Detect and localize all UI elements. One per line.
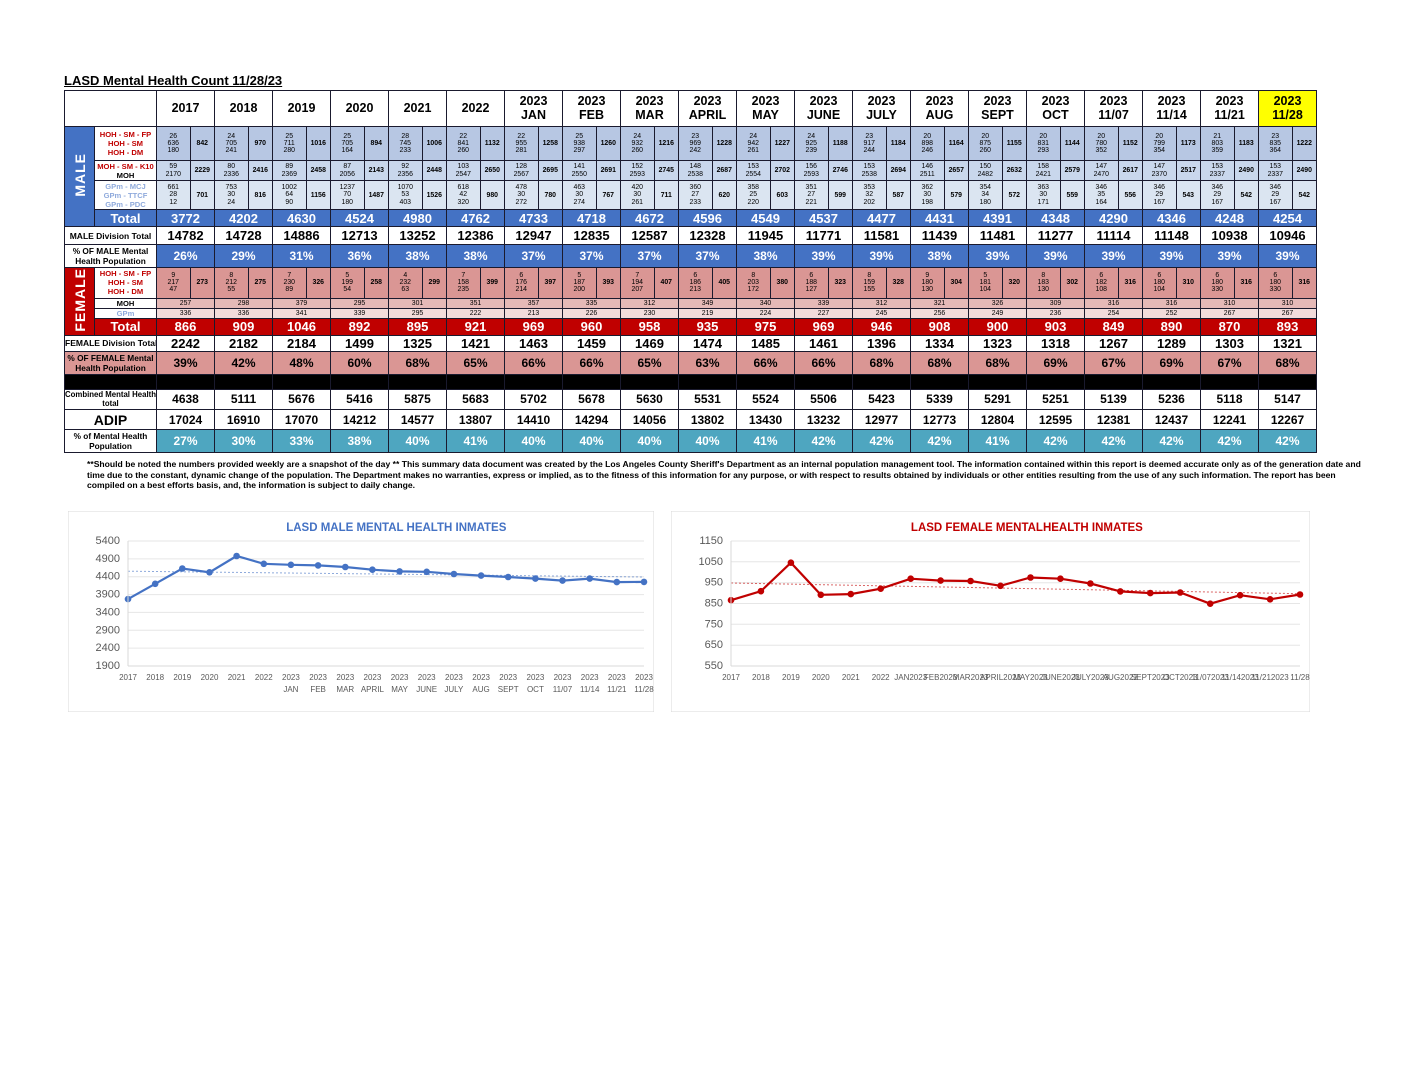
svg-text:2900: 2900: [96, 624, 120, 636]
svg-text:2021: 2021: [842, 673, 860, 682]
svg-text:11/21: 11/21: [607, 685, 627, 694]
svg-text:AUG: AUG: [472, 685, 489, 694]
svg-text:4400: 4400: [96, 571, 120, 583]
svg-text:11/28: 11/28: [1290, 673, 1310, 682]
svg-text:11/28: 11/28: [634, 685, 654, 694]
svg-text:2023: 2023: [635, 673, 653, 682]
svg-text:JAN: JAN: [283, 685, 298, 694]
svg-text:2023: 2023: [445, 673, 463, 682]
svg-text:4900: 4900: [96, 553, 120, 565]
svg-text:JULY: JULY: [444, 685, 464, 694]
svg-text:750: 750: [705, 618, 723, 630]
svg-text:850: 850: [705, 598, 723, 610]
svg-text:2023: 2023: [608, 673, 626, 682]
svg-text:2023: 2023: [418, 673, 436, 682]
svg-text:2023: 2023: [581, 673, 599, 682]
svg-text:11/07: 11/07: [553, 685, 573, 694]
svg-text:2022: 2022: [255, 673, 273, 682]
svg-text:2023: 2023: [472, 673, 490, 682]
svg-text:1900: 1900: [96, 660, 120, 672]
svg-text:3400: 3400: [96, 606, 120, 618]
svg-text:JAN2023: JAN2023: [894, 673, 927, 682]
svg-text:SEPT: SEPT: [498, 685, 519, 694]
svg-text:JUNE: JUNE: [416, 685, 437, 694]
svg-text:950: 950: [705, 577, 723, 589]
svg-text:2021: 2021: [228, 673, 246, 682]
svg-text:2023: 2023: [527, 673, 545, 682]
svg-text:2018: 2018: [752, 673, 770, 682]
svg-text:2023: 2023: [499, 673, 517, 682]
svg-text:2400: 2400: [96, 642, 120, 654]
svg-text:5400: 5400: [96, 535, 120, 547]
svg-text:MAY: MAY: [391, 685, 408, 694]
svg-text:2017: 2017: [119, 673, 137, 682]
svg-text:2020: 2020: [201, 673, 219, 682]
svg-text:LASD MALE MENTAL HEALTH INMATE: LASD MALE MENTAL HEALTH INMATES: [286, 522, 507, 534]
svg-text:2019: 2019: [173, 673, 191, 682]
svg-text:3900: 3900: [96, 589, 120, 601]
svg-text:2023: 2023: [554, 673, 572, 682]
svg-text:2023: 2023: [364, 673, 382, 682]
svg-text:2023: 2023: [309, 673, 327, 682]
svg-text:2020: 2020: [812, 673, 830, 682]
svg-text:LASD FEMALE MENTALHEALTH INMAT: LASD FEMALE MENTALHEALTH INMATES: [911, 522, 1143, 534]
svg-text:FEB: FEB: [310, 685, 326, 694]
svg-text:2023: 2023: [391, 673, 409, 682]
svg-text:2022: 2022: [872, 673, 890, 682]
svg-text:2023: 2023: [336, 673, 354, 682]
svg-text:OCT: OCT: [527, 685, 544, 694]
svg-text:2018: 2018: [146, 673, 164, 682]
svg-text:2023: 2023: [282, 673, 300, 682]
svg-text:550: 550: [705, 660, 723, 672]
svg-text:MAR: MAR: [336, 685, 354, 694]
svg-text:1050: 1050: [699, 556, 723, 568]
svg-text:650: 650: [705, 639, 723, 651]
svg-text:11/212023: 11/212023: [1251, 673, 1289, 682]
svg-text:2019: 2019: [782, 673, 800, 682]
svg-text:1150: 1150: [699, 535, 723, 547]
svg-text:11/14: 11/14: [580, 685, 600, 694]
svg-text:2017: 2017: [722, 673, 740, 682]
svg-text:APRIL: APRIL: [361, 685, 385, 694]
